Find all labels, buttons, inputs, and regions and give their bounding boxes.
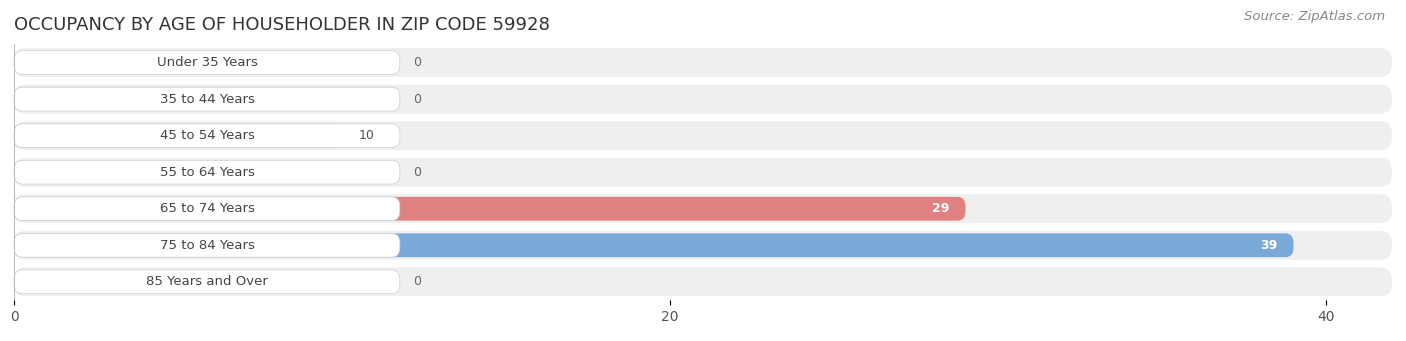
Text: 75 to 84 Years: 75 to 84 Years [159, 239, 254, 252]
Text: 39: 39 [1260, 239, 1277, 252]
Text: 85 Years and Over: 85 Years and Over [146, 275, 269, 288]
FancyBboxPatch shape [14, 160, 399, 184]
Text: 0: 0 [413, 56, 420, 69]
Text: 55 to 64 Years: 55 to 64 Years [159, 166, 254, 179]
FancyBboxPatch shape [14, 233, 1294, 257]
Text: Source: ZipAtlas.com: Source: ZipAtlas.com [1244, 10, 1385, 23]
FancyBboxPatch shape [14, 197, 399, 221]
Text: 10: 10 [359, 129, 374, 142]
FancyBboxPatch shape [14, 124, 342, 148]
FancyBboxPatch shape [14, 121, 1392, 150]
FancyBboxPatch shape [14, 233, 399, 257]
Text: 35 to 44 Years: 35 to 44 Years [159, 93, 254, 106]
Text: 0: 0 [413, 166, 420, 179]
Text: 65 to 74 Years: 65 to 74 Years [159, 202, 254, 215]
FancyBboxPatch shape [14, 51, 399, 74]
FancyBboxPatch shape [14, 231, 1392, 260]
FancyBboxPatch shape [14, 85, 1392, 114]
FancyBboxPatch shape [14, 158, 1392, 187]
Text: OCCUPANCY BY AGE OF HOUSEHOLDER IN ZIP CODE 59928: OCCUPANCY BY AGE OF HOUSEHOLDER IN ZIP C… [14, 16, 550, 34]
Text: 45 to 54 Years: 45 to 54 Years [159, 129, 254, 142]
FancyBboxPatch shape [14, 194, 1392, 223]
Text: Under 35 Years: Under 35 Years [156, 56, 257, 69]
Text: 0: 0 [413, 93, 420, 106]
Text: 0: 0 [413, 275, 420, 288]
FancyBboxPatch shape [14, 197, 966, 221]
FancyBboxPatch shape [14, 48, 1392, 77]
Text: 29: 29 [932, 202, 949, 215]
FancyBboxPatch shape [14, 87, 399, 111]
FancyBboxPatch shape [14, 270, 399, 294]
FancyBboxPatch shape [14, 267, 1392, 296]
FancyBboxPatch shape [14, 124, 399, 148]
